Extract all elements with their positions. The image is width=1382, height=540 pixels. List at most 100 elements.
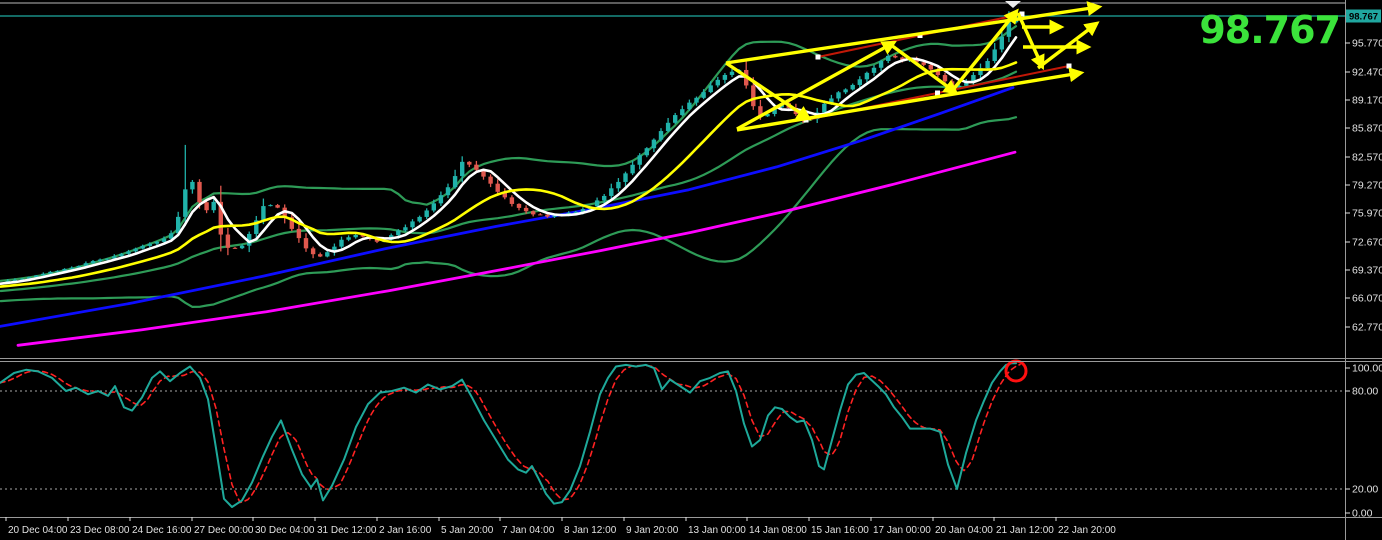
candle-body [857,79,862,85]
candle-body [176,216,181,234]
candle-body [850,84,855,90]
candle-body [928,64,933,70]
main-chart-panel[interactable] [0,0,1345,358]
candle-body [296,228,302,239]
peak-marker-icon[interactable] [1005,1,1021,8]
time-axis-label: 21 Jan 12:00 [996,525,1054,536]
candle-body [914,58,919,63]
candle-body [346,237,351,240]
candle-body [97,259,103,262]
candle-body [126,251,131,254]
oscillator-axis-label: 100.00 [1352,363,1382,375]
time-axis-label: 24 Dec 16:00 [132,525,192,536]
trendline-handle[interactable] [1066,63,1072,69]
candle-body [239,245,245,249]
time-axis-label: 14 Jan 08:00 [749,525,807,536]
candle-body [594,200,600,207]
candle-body [161,238,167,242]
candle-body [140,245,145,249]
candle-body [935,69,941,76]
candle-body [680,109,685,116]
trendline-handle[interactable] [815,54,821,60]
zigzag-up-1[interactable] [736,40,897,131]
price-axis-label: 82.570 [1352,152,1382,164]
candle-body [658,131,664,140]
candle-body [822,103,827,113]
candle-body [424,210,429,217]
candle-body [204,202,209,211]
time-axis[interactable]: 20 Dec 04:00 23 Dec 08:00 24 Dec 16:00 27 D… [5,517,1116,536]
candle-body [701,92,706,98]
candle-body [474,164,479,170]
candle-body [310,248,316,255]
candle-body [545,214,550,217]
price-axis[interactable]: 95.770 92.470 89.170 85.870 82.570 79.270 75.9… [1345,9,1382,334]
current-price-tag-text: 98.767 [1349,12,1378,23]
time-axis-label: 20 Dec 04:00 [8,525,68,536]
price-axis-label: 95.770 [1352,38,1382,50]
candlesticks [5,11,1019,284]
oscillator-axis-label: 20.00 [1352,484,1378,496]
time-axis-label: 23 Dec 08:00 [70,525,130,536]
candle-body [978,68,983,76]
time-axis-label: 15 Jan 16:00 [811,525,869,536]
candle-body [1006,22,1012,37]
candle-body [609,188,614,196]
candle-body [261,206,266,221]
candle-body [523,207,529,212]
candle-body [942,75,948,82]
time-axis-label: 2 Jan 16:00 [379,525,432,536]
candle-body [268,205,273,207]
candle-body [55,270,60,272]
zigzag-up-2[interactable] [950,8,1019,93]
candle-body [211,201,216,211]
channel-top-arrow[interactable] [725,1,1103,65]
oscillator-axis[interactable]: 100.00 80.00 20.00 0.00 [1345,363,1382,520]
price-axis-label: 89.170 [1352,95,1382,107]
price-axis-label: 72.670 [1352,237,1382,249]
time-axis-label: 31 Dec 12:00 [317,525,377,536]
time-axis-label: 17 Jan 00:00 [873,525,931,536]
candle-body [197,181,202,203]
candle-body [62,268,67,271]
candle-body [665,122,671,132]
candle-body [836,92,841,99]
candle-body [602,195,607,201]
candle-body [460,161,465,177]
zigzag-down-1[interactable] [725,61,812,121]
candle-body [403,227,408,231]
time-axis-label: 20 Jan 04:00 [935,525,993,536]
candle-body [34,275,39,278]
candle-body [360,234,365,237]
trendline-handle[interactable] [1019,11,1025,17]
candle-body [999,36,1004,50]
candle-body [105,258,110,260]
candle-body [303,238,309,249]
price-axis-label: 69.370 [1352,265,1382,277]
candle-body [275,205,280,208]
oscillator-panel[interactable] [0,362,1345,516]
fast-ma-white [0,36,1018,286]
price-axis-label: 85.870 [1352,123,1382,135]
trendline-handle[interactable] [935,90,940,96]
stochastic-main-line [0,362,1017,508]
candle-body [495,183,500,192]
time-axis-label: 13 Jan 00:00 [688,525,746,536]
oscillator-axis-label: 0.00 [1352,508,1373,520]
candle-body [715,79,720,86]
price-axis-label: 75.970 [1352,208,1382,220]
candle-body [878,60,884,68]
channel-bottom-arrow[interactable] [736,67,1085,132]
candle-body [339,239,344,247]
zigzag-down-3[interactable] [1016,12,1045,71]
zigzag-down-2[interactable] [889,43,959,95]
candle-body [247,233,252,246]
candle-body [112,256,117,259]
candle-body [147,243,152,246]
candle-body [673,115,678,123]
candle-body [119,253,124,257]
candle-body [886,55,891,61]
time-axis-label: 9 Jan 20:00 [626,525,679,536]
price-axis-label: 92.470 [1352,67,1382,79]
